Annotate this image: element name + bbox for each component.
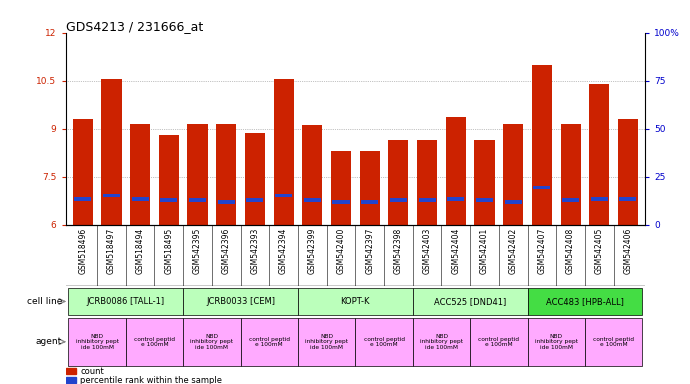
FancyBboxPatch shape [413,288,528,315]
Text: control peptid
e 100mM: control peptid e 100mM [478,336,520,347]
Text: JCRB0086 [TALL-1]: JCRB0086 [TALL-1] [87,297,165,306]
Bar [504,200,522,204]
FancyBboxPatch shape [183,288,298,315]
Bar [475,140,495,225]
Bar [103,194,120,197]
Text: GSM542401: GSM542401 [480,228,489,274]
FancyBboxPatch shape [241,318,298,366]
Bar [245,134,265,225]
Text: GSM542405: GSM542405 [595,228,604,274]
Text: GSM542393: GSM542393 [250,228,259,274]
Bar [591,197,608,201]
Text: control peptid
e 100mM: control peptid e 100mM [593,336,634,347]
Text: GSM542403: GSM542403 [422,228,431,274]
Text: NBD
inhibitory pept
ide 100mM: NBD inhibitory pept ide 100mM [305,334,348,350]
Text: NBD
inhibitory pept
ide 100mM: NBD inhibitory pept ide 100mM [76,334,119,350]
Text: NBD
inhibitory pept
ide 100mM: NBD inhibitory pept ide 100mM [190,334,233,350]
Bar [189,199,206,202]
Text: ACC483 [HPB-ALL]: ACC483 [HPB-ALL] [546,297,624,306]
Text: GSM542398: GSM542398 [394,228,403,274]
Bar [419,199,435,202]
FancyBboxPatch shape [585,318,642,366]
Bar [275,194,292,197]
Bar [159,135,179,225]
Text: control peptid
e 100mM: control peptid e 100mM [364,336,404,347]
Bar [532,65,552,225]
Bar [618,119,638,225]
FancyBboxPatch shape [183,318,241,366]
Text: cell line: cell line [27,297,62,306]
Bar [533,185,551,189]
Bar [503,124,523,225]
Text: GSM542404: GSM542404 [451,228,460,274]
Text: ACC525 [DND41]: ACC525 [DND41] [434,297,506,306]
Text: control peptid
e 100mM: control peptid e 100mM [249,336,290,347]
Text: percentile rank within the sample: percentile rank within the sample [80,376,222,384]
Bar [562,199,579,202]
Bar [417,140,437,225]
Text: GSM542402: GSM542402 [509,228,518,274]
Text: JCRB0033 [CEM]: JCRB0033 [CEM] [206,297,275,306]
Text: GSM542408: GSM542408 [566,228,575,274]
Bar [160,199,177,202]
Text: count: count [80,367,104,376]
Bar [589,84,609,225]
Bar [388,140,408,225]
FancyBboxPatch shape [413,318,470,366]
Bar [72,119,93,225]
Text: GSM518497: GSM518497 [107,228,116,274]
Bar [66,377,76,383]
FancyBboxPatch shape [355,318,413,366]
Bar [188,124,208,225]
FancyBboxPatch shape [68,318,126,366]
Text: GSM542397: GSM542397 [365,228,374,274]
Text: GSM542394: GSM542394 [279,228,288,274]
FancyBboxPatch shape [470,318,528,366]
Text: GSM542399: GSM542399 [308,228,317,274]
Text: NBD
inhibitory pept
ide 100mM: NBD inhibitory pept ide 100mM [535,334,578,350]
Bar [390,199,407,202]
FancyBboxPatch shape [68,288,183,315]
FancyBboxPatch shape [126,318,183,366]
Text: GSM542407: GSM542407 [538,228,546,274]
Bar [359,151,380,225]
Text: control peptid
e 100mM: control peptid e 100mM [134,336,175,347]
Bar [304,199,321,202]
Text: KOPT-K: KOPT-K [341,297,370,306]
FancyBboxPatch shape [528,288,642,315]
Text: NBD
inhibitory pept
ide 100mM: NBD inhibitory pept ide 100mM [420,334,463,350]
Text: GSM542396: GSM542396 [221,228,230,274]
Text: GSM518495: GSM518495 [164,228,173,274]
Text: agent: agent [36,337,62,346]
Bar [333,200,350,204]
Bar [246,199,264,202]
Text: GSM542400: GSM542400 [337,228,346,274]
Text: GSM518494: GSM518494 [136,228,145,274]
Bar [331,151,351,225]
Bar [75,197,91,201]
FancyBboxPatch shape [298,288,413,315]
Bar [130,124,150,225]
Bar [620,197,636,201]
Bar [476,199,493,202]
FancyBboxPatch shape [298,318,355,366]
Bar [361,200,378,204]
Text: GSM518496: GSM518496 [78,228,87,274]
Bar [560,124,580,225]
Bar [216,124,236,225]
Text: GSM542395: GSM542395 [193,228,202,274]
Bar [447,197,464,201]
Bar [101,79,121,225]
Bar [302,126,322,225]
Text: GSM542406: GSM542406 [624,228,633,274]
Bar [446,118,466,225]
Bar [273,79,294,225]
Bar [66,369,76,374]
Bar [218,200,235,204]
FancyBboxPatch shape [528,318,585,366]
Bar [132,197,148,201]
Text: GDS4213 / 231666_at: GDS4213 / 231666_at [66,20,203,33]
